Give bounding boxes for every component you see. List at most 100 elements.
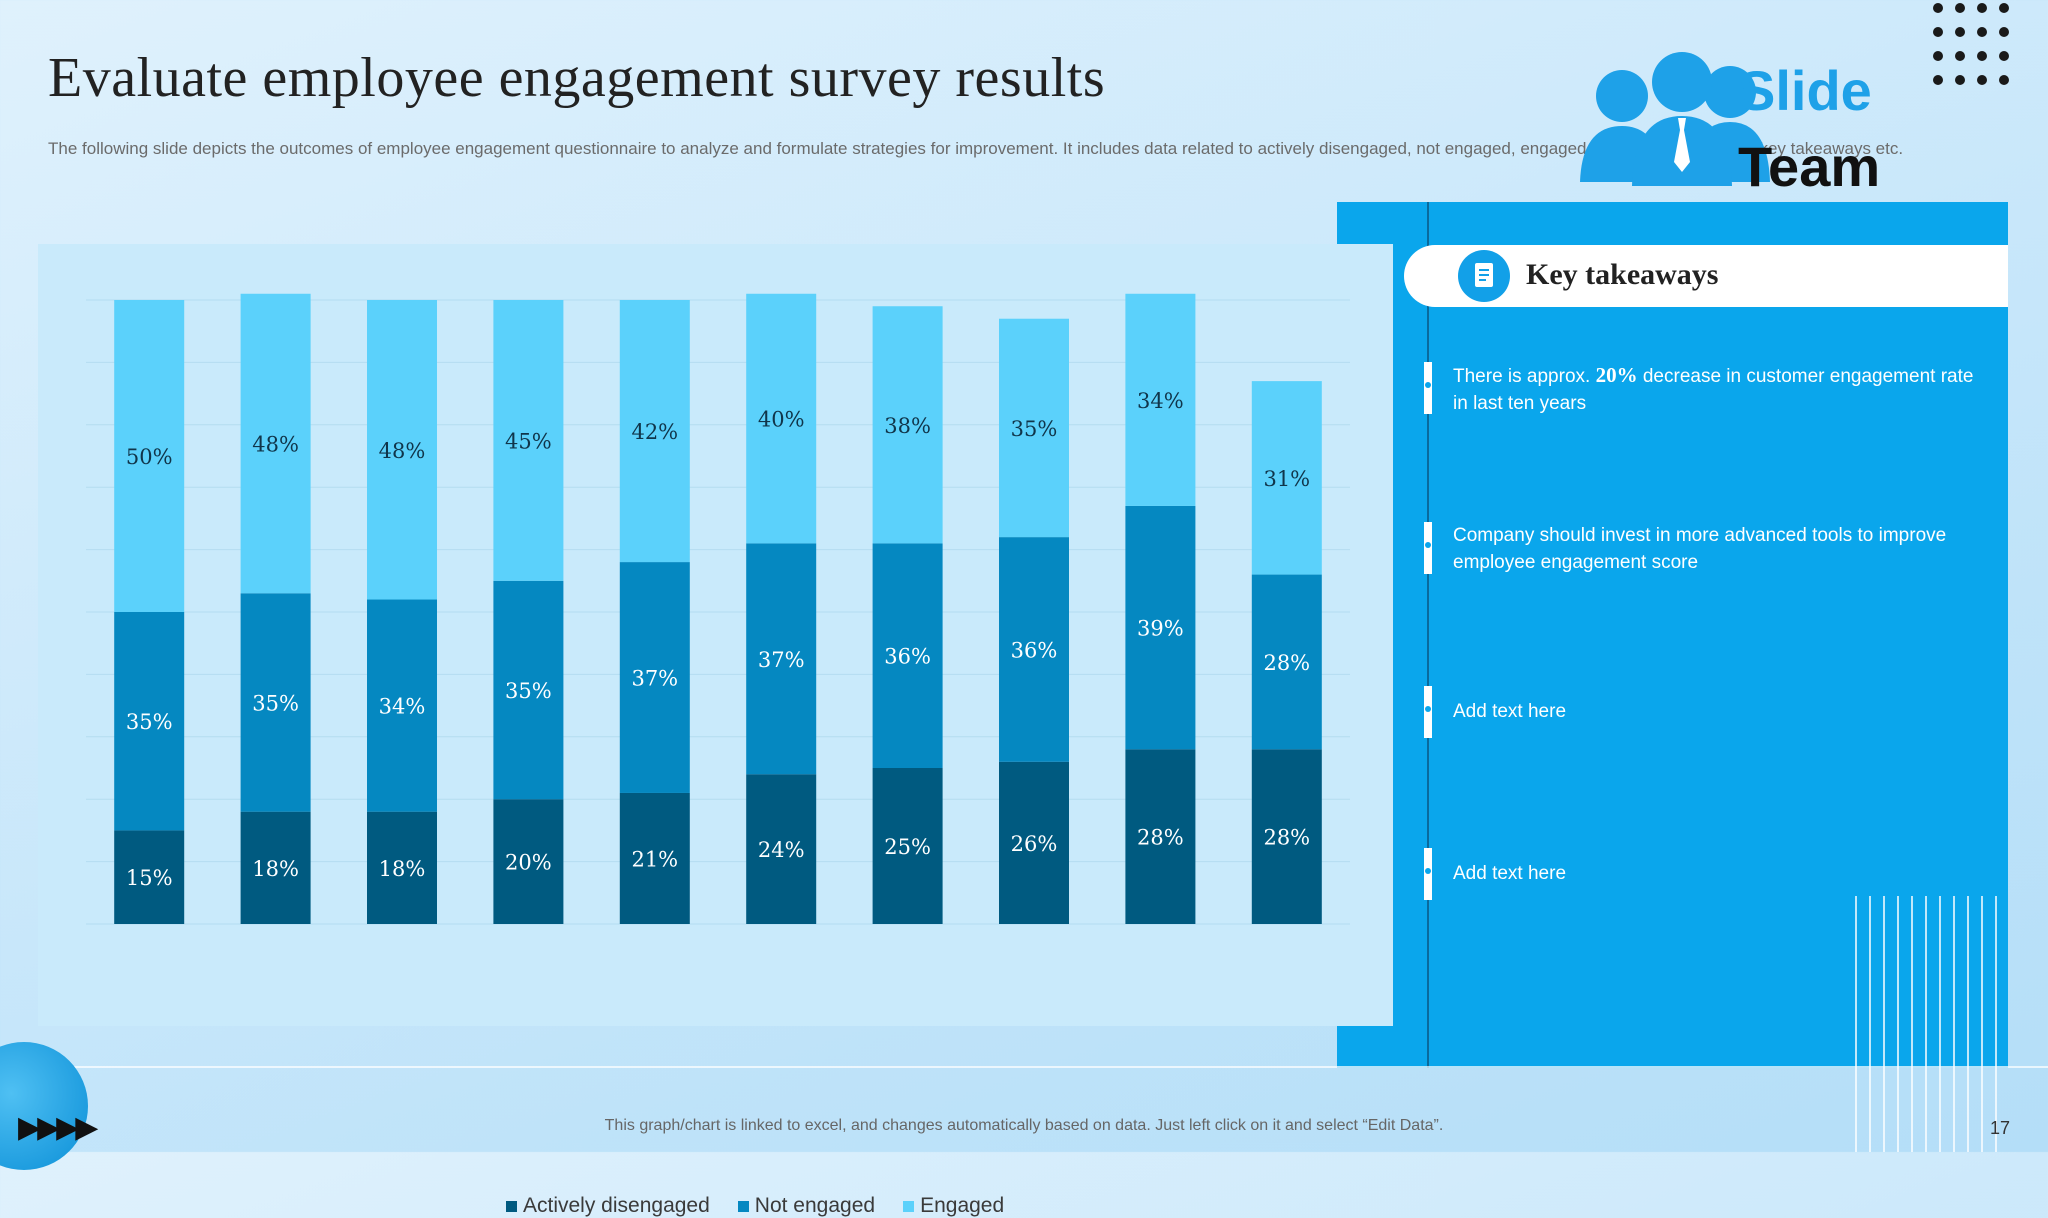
data-label: 35% (1011, 417, 1058, 441)
bar-segment-actively-disengaged (999, 761, 1069, 924)
footer-note: This graph/chart is linked to excel, and… (604, 1117, 1444, 1134)
corner-decoration (0, 1042, 88, 1170)
logo-word-team: Team (1738, 135, 1881, 198)
data-label: 18% (252, 857, 299, 881)
data-label: 18% (379, 857, 426, 881)
takeaways-timeline (1427, 202, 1429, 1068)
bar-segment-not-engaged (493, 580, 564, 800)
data-label: 35% (126, 710, 173, 734)
takeaway-text: decrease in customer engagement rate in … (1453, 366, 1974, 414)
chart-panel: 15% 35% 50% 18% 35% 48% 18% 34% 48% 20% 35% 45% 21% 3… (38, 244, 1393, 1217)
bar-segment-engaged (493, 300, 564, 581)
data-label: 28% (1263, 651, 1310, 675)
legend-swatch (737, 1200, 749, 1212)
data-label: 36% (884, 645, 931, 669)
data-label: 37% (631, 667, 678, 691)
takeaway-marker (1424, 362, 1432, 414)
bar-segment-not-engaged (746, 543, 817, 775)
takeaway-marker (1424, 848, 1432, 900)
legend-swatch (506, 1200, 517, 1212)
slideteam-logo-people-icon (1580, 52, 1770, 186)
data-label: 21% (631, 847, 678, 871)
chart-legend: Actively disengaged Not engaged Engaged (506, 1194, 1004, 1218)
bar-segment-engaged (114, 300, 185, 612)
bar-segment-engaged (746, 293, 817, 544)
data-label: 25% (884, 835, 931, 859)
footer-divider (0, 1066, 2048, 1068)
bar-segment-actively-disengaged (493, 799, 564, 924)
takeaway-text: Add text here (1453, 863, 1567, 884)
takeaway-item-4: Add text here (1453, 860, 1993, 887)
bar-segment-actively-disengaged (1251, 749, 1322, 924)
data-label: 28% (1263, 826, 1310, 850)
legend-swatch (903, 1200, 915, 1212)
bar-segment-not-engaged (872, 543, 943, 768)
bar-segment-actively-disengaged (619, 792, 690, 924)
fast-forward-arrows-icon[interactable]: ▶▶▶▶ (18, 1111, 98, 1144)
bar-segment-engaged (367, 300, 437, 600)
bar-segment-engaged (999, 318, 1069, 538)
data-label: 34% (379, 695, 426, 719)
bar-segment-actively-disengaged (367, 811, 437, 924)
bar-segment-not-engaged (619, 562, 690, 793)
bar-segment-actively-disengaged (1125, 749, 1196, 924)
vertical-stripes-decoration (1855, 896, 1997, 1152)
document-icon (1458, 250, 1510, 302)
data-label: 15% (126, 866, 173, 890)
takeaways-title: Key takeaways (1526, 258, 1719, 291)
data-label: 48% (379, 439, 426, 463)
bar-segment-not-engaged (1251, 574, 1322, 750)
logo-word-slide: Slide (1738, 59, 1872, 122)
data-label: 20% (505, 851, 552, 875)
data-label: 34% (1137, 389, 1184, 413)
bar-segment-not-engaged (999, 537, 1069, 762)
bar-segment-actively-disengaged (240, 811, 311, 924)
dot-grid-decoration (1933, 3, 2009, 85)
legend-engaged: Engaged (903, 1194, 1004, 1218)
data-label: 45% (505, 429, 552, 453)
takeaway-item-3: Add text here (1453, 698, 1993, 725)
data-label: 50% (126, 445, 173, 469)
bar-segment-not-engaged (367, 599, 437, 812)
data-label: 28% (1137, 826, 1184, 850)
legend-label: Engaged (920, 1194, 1005, 1217)
takeaway-marker (1424, 522, 1432, 574)
bar-segment-not-engaged (114, 612, 185, 831)
bar-segment-engaged (1125, 293, 1196, 506)
data-label: 38% (884, 414, 931, 438)
takeaway-item-2: Company should invest in more advanced t… (1453, 522, 1993, 576)
slide-description: The following slide depicts the outcomes… (48, 139, 1904, 158)
bar-segment-not-engaged (240, 593, 311, 812)
legend-label: Actively disengaged (523, 1194, 710, 1217)
bar-segment-engaged (1251, 381, 1322, 575)
takeaways-panel (1337, 202, 2008, 1068)
page-number: 17 (1990, 1118, 2011, 1138)
stacked-bar-chart: 15% 35% 50% 18% 35% 48% 18% 34% 48% 20% 35% 45% 21% 3… (86, 293, 1350, 925)
data-label: 24% (758, 838, 805, 862)
bar-segment-engaged (872, 306, 943, 544)
data-label: 36% (1011, 638, 1058, 662)
data-label: 26% (1011, 832, 1058, 856)
legend-actively-disengaged: Actively disengaged (506, 1194, 710, 1218)
data-label: 42% (631, 420, 678, 444)
takeaway-highlight: 20% (1595, 363, 1638, 387)
data-label: 35% (505, 679, 552, 703)
data-label: 35% (252, 691, 299, 715)
takeaway-marker (1424, 686, 1432, 738)
bar-segment-actively-disengaged (872, 768, 943, 924)
bar-segment-actively-disengaged (114, 830, 185, 924)
takeaway-text: Add text here (1453, 701, 1567, 722)
data-label: 37% (758, 648, 805, 672)
data-label: 40% (758, 408, 805, 432)
bar-segment-engaged (240, 293, 311, 594)
page-title: Evaluate employee engagement survey resu… (48, 47, 1106, 109)
takeaway-text: There is approx. (1453, 366, 1596, 387)
takeaway-item-1: There is approx. 20% decrease in custome… (1453, 362, 1993, 417)
data-label: 39% (1137, 617, 1184, 641)
data-label: 31% (1263, 467, 1310, 491)
data-label: 48% (252, 433, 299, 457)
bar-segment-actively-disengaged (746, 774, 817, 924)
takeaway-text: Company should invest in more advanced t… (1453, 525, 1947, 573)
bar-segment-engaged (619, 300, 690, 563)
legend-not-engaged: Not engaged (737, 1194, 875, 1218)
